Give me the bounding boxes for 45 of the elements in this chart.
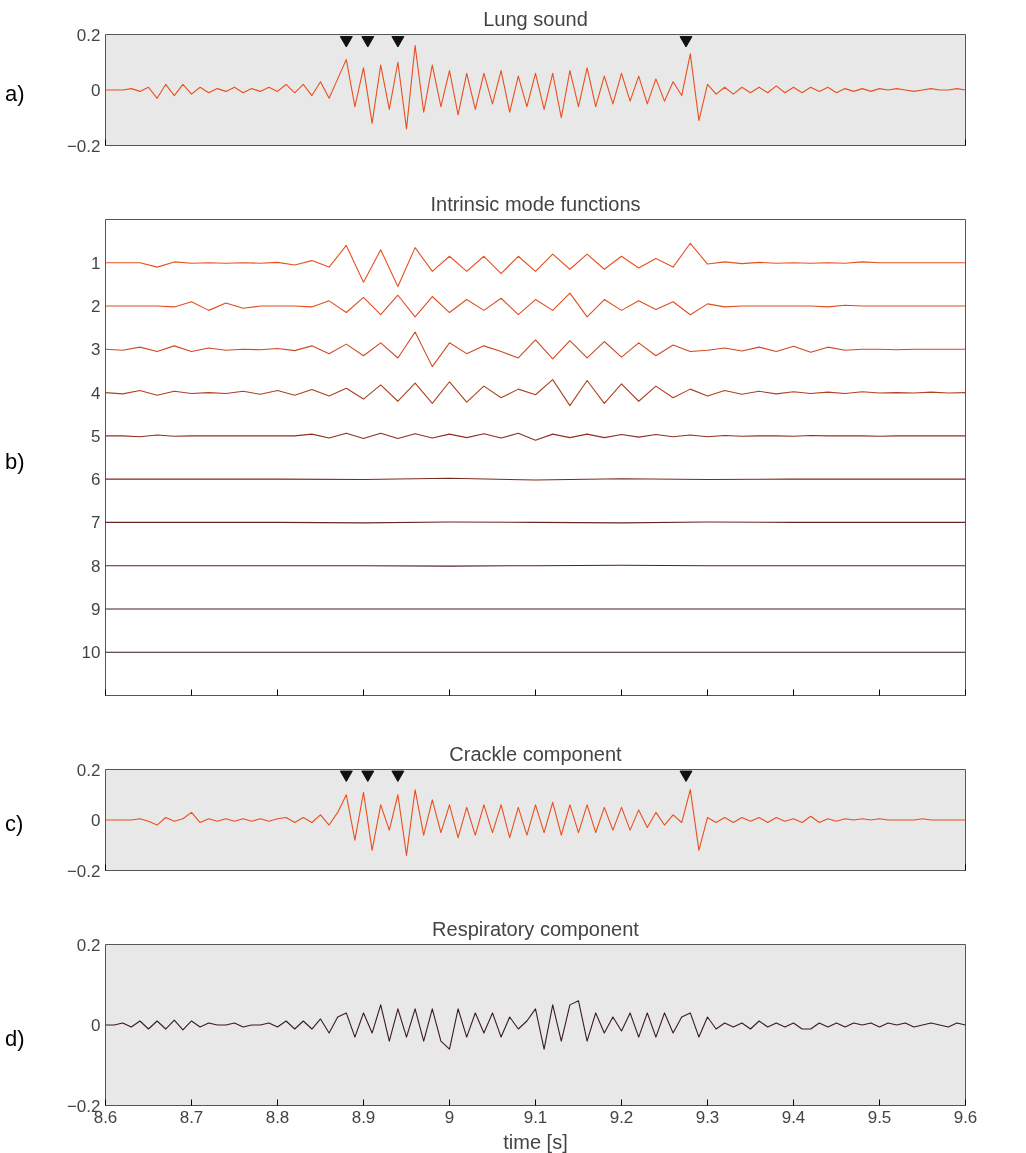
x-tick-label: 8.7 (179, 1107, 204, 1127)
line-series (105, 789, 966, 856)
line-series (105, 242, 966, 288)
text: b) (5, 448, 25, 476)
y-tick-label: 10 (81, 643, 101, 663)
y-tick-label: 8 (91, 556, 101, 576)
y-tick-label: 0 (91, 1016, 101, 1035)
y-tick-label: 0.2 (76, 935, 101, 955)
line-series (105, 379, 966, 407)
y-tick-label: −0.2 (66, 136, 101, 156)
y-tick-label: 0 (91, 81, 101, 100)
line-series (105, 331, 966, 368)
y-tick-label: 7 (91, 513, 101, 533)
x-tick-label: 8.8 (265, 1107, 290, 1127)
y-tick-label: 6 (91, 470, 101, 490)
text: a) (5, 80, 25, 108)
x-tick-label: 8.9 (351, 1107, 376, 1127)
x-tick-label: 9.2 (609, 1107, 634, 1127)
chart-title: Crackle component (449, 742, 623, 765)
y-tick-label: 1 (91, 253, 101, 273)
y-tick-label: 0.2 (76, 25, 101, 45)
chart-title: Intrinsic mode functions (430, 192, 641, 215)
chart-title: Respiratory component (432, 917, 640, 940)
y-tick-label: −0.2 (66, 861, 101, 881)
y-tick-label: 9 (91, 599, 101, 619)
chart-title: Lung sound (483, 7, 588, 30)
x-tick-label: 9.5 (867, 1107, 892, 1127)
y-tick-label: 5 (91, 426, 101, 446)
x-tick-label: 9 (444, 1107, 455, 1127)
y-tick-label: 2 (91, 297, 101, 317)
x-tick-label: 9.6 (953, 1107, 978, 1127)
line-series (105, 1000, 966, 1050)
text: c) (5, 810, 24, 838)
x-tick-label: 9.3 (695, 1107, 720, 1127)
line-series (105, 432, 966, 441)
y-tick-label: 0 (91, 811, 101, 830)
text: d) (5, 1025, 25, 1053)
x-tick-label: 9.4 (781, 1107, 806, 1127)
y-tick-label: 4 (91, 383, 101, 403)
x-axis-title: time [s] (503, 1130, 568, 1153)
x-tick-label: 9.1 (523, 1107, 548, 1127)
y-tick-label: 0.2 (76, 760, 101, 780)
line-series (105, 45, 966, 130)
y-tick-label: 3 (91, 340, 101, 360)
line-series (105, 292, 966, 318)
